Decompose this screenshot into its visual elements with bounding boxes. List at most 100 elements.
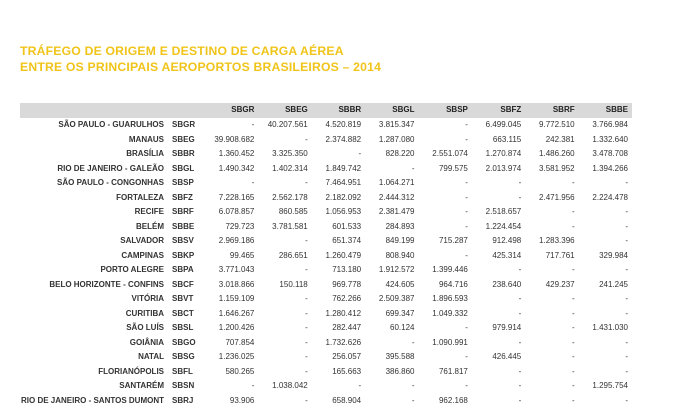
- cargo-traffic-table-container: SBGR SBEG SBBR SBGL SBSP SBFZ SBRF SBBE …: [20, 103, 632, 408]
- cargo-value-cell: 808.940: [385, 250, 415, 260]
- cargo-value-cell: -: [465, 192, 468, 202]
- cargo-value-cell: -: [305, 352, 308, 361]
- cargo-value-cell: 979.914: [492, 323, 522, 332]
- cargo-value-cell: -: [305, 178, 308, 187]
- table-row: SÃO PAULO - GUARULHOS SBGR - 40.207.561 4.52…: [20, 118, 632, 133]
- cargo-value-cell: 651.374: [332, 236, 362, 245]
- cargo-value-cell: 241.245: [599, 279, 628, 289]
- cargo-value-cell: 282.447: [332, 323, 362, 332]
- cargo-value-cell: -: [625, 395, 628, 405]
- cargo-value-cell: 93.906: [229, 395, 255, 405]
- cargo-value-cell: -: [305, 337, 308, 347]
- airport-name: RIO DE JANEIRO - SANTOS DUMONT: [21, 395, 164, 405]
- cargo-value-cell: 425.314: [492, 250, 522, 260]
- airport-code: SBBE: [172, 221, 195, 231]
- cargo-value-cell: 1.486.260: [539, 149, 575, 158]
- column-header: SBRF: [552, 105, 575, 115]
- cargo-value-cell: -: [305, 134, 308, 144]
- table-row: CURITIBA SBCT 1.646.267 - 1.280.412 699.347 1.…: [20, 307, 632, 322]
- airport-name: SÃO PAULO - GUARULHOS: [58, 120, 164, 129]
- cargo-value-cell: -: [305, 366, 308, 376]
- cargo-value-cell: 1.038.042: [272, 381, 308, 390]
- table-row: GOIÂNIA SBGO 707.854 - 1.732.626 - 1.090.991 - -…: [20, 336, 632, 351]
- cargo-value-cell: -: [251, 381, 255, 390]
- cargo-value-cell: 395.588: [385, 352, 415, 361]
- cargo-value-cell: 3.581.952: [539, 163, 575, 173]
- cargo-value-cell: 1.090.991: [432, 337, 468, 347]
- cargo-value-cell: 1.283.396: [539, 236, 575, 245]
- cargo-value-cell: 663.115: [492, 134, 522, 144]
- airport-name: BELO HORIZONTE - CONFINS: [49, 279, 164, 289]
- airport-name: CURITIBA: [125, 308, 164, 318]
- cargo-value-cell: -: [518, 381, 522, 390]
- airport-name: NATAL: [138, 352, 164, 361]
- table-row: SÃO LUÍS SBSL 1.200.426 - 282.447 60.124 - 979.…: [20, 321, 632, 336]
- cargo-value-cell: -: [305, 308, 308, 318]
- airport-code: SBBR: [172, 149, 195, 158]
- cargo-traffic-table: SBGR SBEG SBBR SBGL SBSP SBFZ SBRF SBBE …: [20, 103, 632, 408]
- cargo-value-cell: 3.325.350: [272, 149, 308, 158]
- cargo-value-cell: -: [465, 381, 468, 390]
- cargo-value-cell: -: [571, 395, 575, 405]
- cargo-value-cell: -: [571, 337, 575, 347]
- cargo-value-cell: 715.287: [438, 236, 468, 245]
- cargo-value-cell: -: [571, 366, 575, 376]
- cargo-value-cell: 1.332.640: [592, 134, 628, 144]
- cargo-value-cell: 1.064.271: [378, 178, 415, 187]
- cargo-value-cell: 860.585: [278, 207, 308, 216]
- table-row: MANAUS SBEG 39.908.682 - 2.374.882 1.287.080 -…: [20, 133, 632, 148]
- cargo-value-cell: 1.431.030: [592, 323, 628, 332]
- airport-name: RECIFE: [134, 207, 164, 216]
- cargo-value-cell: 762.266: [332, 294, 362, 303]
- cargo-value-cell: 99.465: [229, 250, 255, 260]
- cargo-value-cell: -: [251, 178, 255, 187]
- cargo-value-cell: -: [625, 265, 628, 274]
- cargo-value-cell: 1.200.426: [218, 323, 255, 332]
- cargo-value-cell: 238.640: [492, 279, 522, 289]
- cargo-value-cell: 1.399.446: [432, 265, 468, 274]
- cargo-value-cell: 284.893: [385, 221, 415, 231]
- cargo-value-cell: 2.518.657: [485, 207, 522, 216]
- cargo-value-cell: -: [625, 221, 628, 231]
- cargo-value-cell: -: [571, 323, 575, 332]
- cargo-value-cell: 964.716: [438, 279, 468, 289]
- column-header: SBFZ: [500, 105, 522, 115]
- cargo-value-cell: 713.180: [332, 265, 362, 274]
- cargo-value-cell: -: [305, 395, 308, 405]
- cargo-value-cell: -: [518, 178, 522, 187]
- cargo-value-cell: 1.732.626: [325, 337, 362, 347]
- cargo-value-cell: -: [411, 337, 415, 347]
- airport-code: SBRJ: [172, 395, 194, 405]
- cargo-value-cell: 601.533: [332, 221, 362, 231]
- airport-code: SBVT: [172, 294, 194, 303]
- airport-code: SBRF: [172, 207, 194, 216]
- airport-code: SBSG: [172, 352, 195, 361]
- cargo-value-cell: 3.766.984: [592, 120, 628, 129]
- airport-code: SBSN: [172, 381, 195, 390]
- cargo-value-cell: 3.771.043: [218, 265, 255, 274]
- cargo-value-cell: 165.663: [332, 366, 362, 376]
- airport-name: PORTO ALEGRE: [100, 265, 164, 274]
- cargo-value-cell: -: [571, 221, 575, 231]
- cargo-value-cell: 426.445: [492, 352, 522, 361]
- cargo-value-cell: -: [411, 381, 415, 390]
- cargo-value-cell: -: [571, 207, 575, 216]
- cargo-value-cell: -: [571, 294, 575, 303]
- cargo-value-cell: 2.374.882: [325, 134, 362, 144]
- cargo-value-cell: 2.381.479: [378, 207, 415, 216]
- cargo-value-cell: 1.402.314: [272, 163, 308, 173]
- airport-name: FLORIANÓPOLIS: [98, 366, 164, 376]
- airport-code: SBFZ: [172, 192, 193, 202]
- cargo-value-cell: 1.287.080: [378, 134, 415, 144]
- cargo-value-cell: -: [571, 178, 575, 187]
- cargo-value-cell: -: [251, 120, 255, 129]
- cargo-value-cell: 1.360.452: [218, 149, 255, 158]
- cargo-value-cell: 1.224.454: [485, 221, 522, 231]
- cargo-value-cell: -: [465, 178, 468, 187]
- header-blank: [170, 103, 205, 118]
- cargo-value-cell: 761.817: [438, 366, 468, 376]
- cargo-value-cell: -: [518, 366, 522, 376]
- cargo-value-cell: 242.381: [545, 134, 575, 144]
- cargo-value-cell: 6.499.045: [485, 120, 522, 129]
- table-row: PORTO ALEGRE SBPA 3.771.043 - 713.180 1.912.5…: [20, 263, 632, 278]
